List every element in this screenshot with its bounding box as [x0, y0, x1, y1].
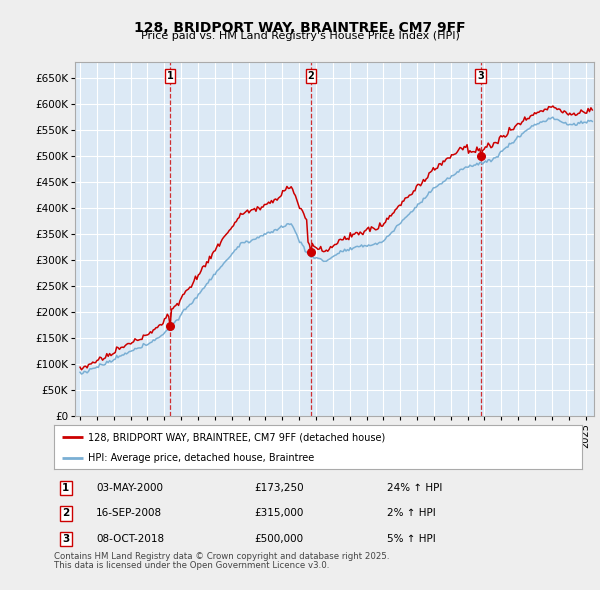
Text: 1: 1: [167, 71, 173, 81]
Text: 128, BRIDPORT WAY, BRAINTREE, CM7 9FF: 128, BRIDPORT WAY, BRAINTREE, CM7 9FF: [134, 21, 466, 35]
Text: Contains HM Land Registry data © Crown copyright and database right 2025.: Contains HM Land Registry data © Crown c…: [54, 552, 389, 561]
Text: 3: 3: [62, 534, 69, 544]
Text: £173,250: £173,250: [254, 483, 304, 493]
Text: 2: 2: [308, 71, 314, 81]
Text: 128, BRIDPORT WAY, BRAINTREE, CM7 9FF (detached house): 128, BRIDPORT WAY, BRAINTREE, CM7 9FF (d…: [88, 432, 386, 442]
Text: £315,000: £315,000: [254, 509, 304, 519]
Text: 03-MAY-2000: 03-MAY-2000: [96, 483, 163, 493]
Text: 2% ↑ HPI: 2% ↑ HPI: [386, 509, 436, 519]
Text: 3: 3: [477, 71, 484, 81]
Text: 24% ↑ HPI: 24% ↑ HPI: [386, 483, 442, 493]
Text: HPI: Average price, detached house, Braintree: HPI: Average price, detached house, Brai…: [88, 453, 314, 463]
Text: 1: 1: [62, 483, 69, 493]
Text: £500,000: £500,000: [254, 534, 304, 544]
Text: This data is licensed under the Open Government Licence v3.0.: This data is licensed under the Open Gov…: [54, 561, 329, 570]
Text: 08-OCT-2018: 08-OCT-2018: [96, 534, 164, 544]
Text: 5% ↑ HPI: 5% ↑ HPI: [386, 534, 436, 544]
Text: 2: 2: [62, 509, 69, 519]
Text: Price paid vs. HM Land Registry's House Price Index (HPI): Price paid vs. HM Land Registry's House …: [140, 31, 460, 41]
Text: 16-SEP-2008: 16-SEP-2008: [96, 509, 163, 519]
